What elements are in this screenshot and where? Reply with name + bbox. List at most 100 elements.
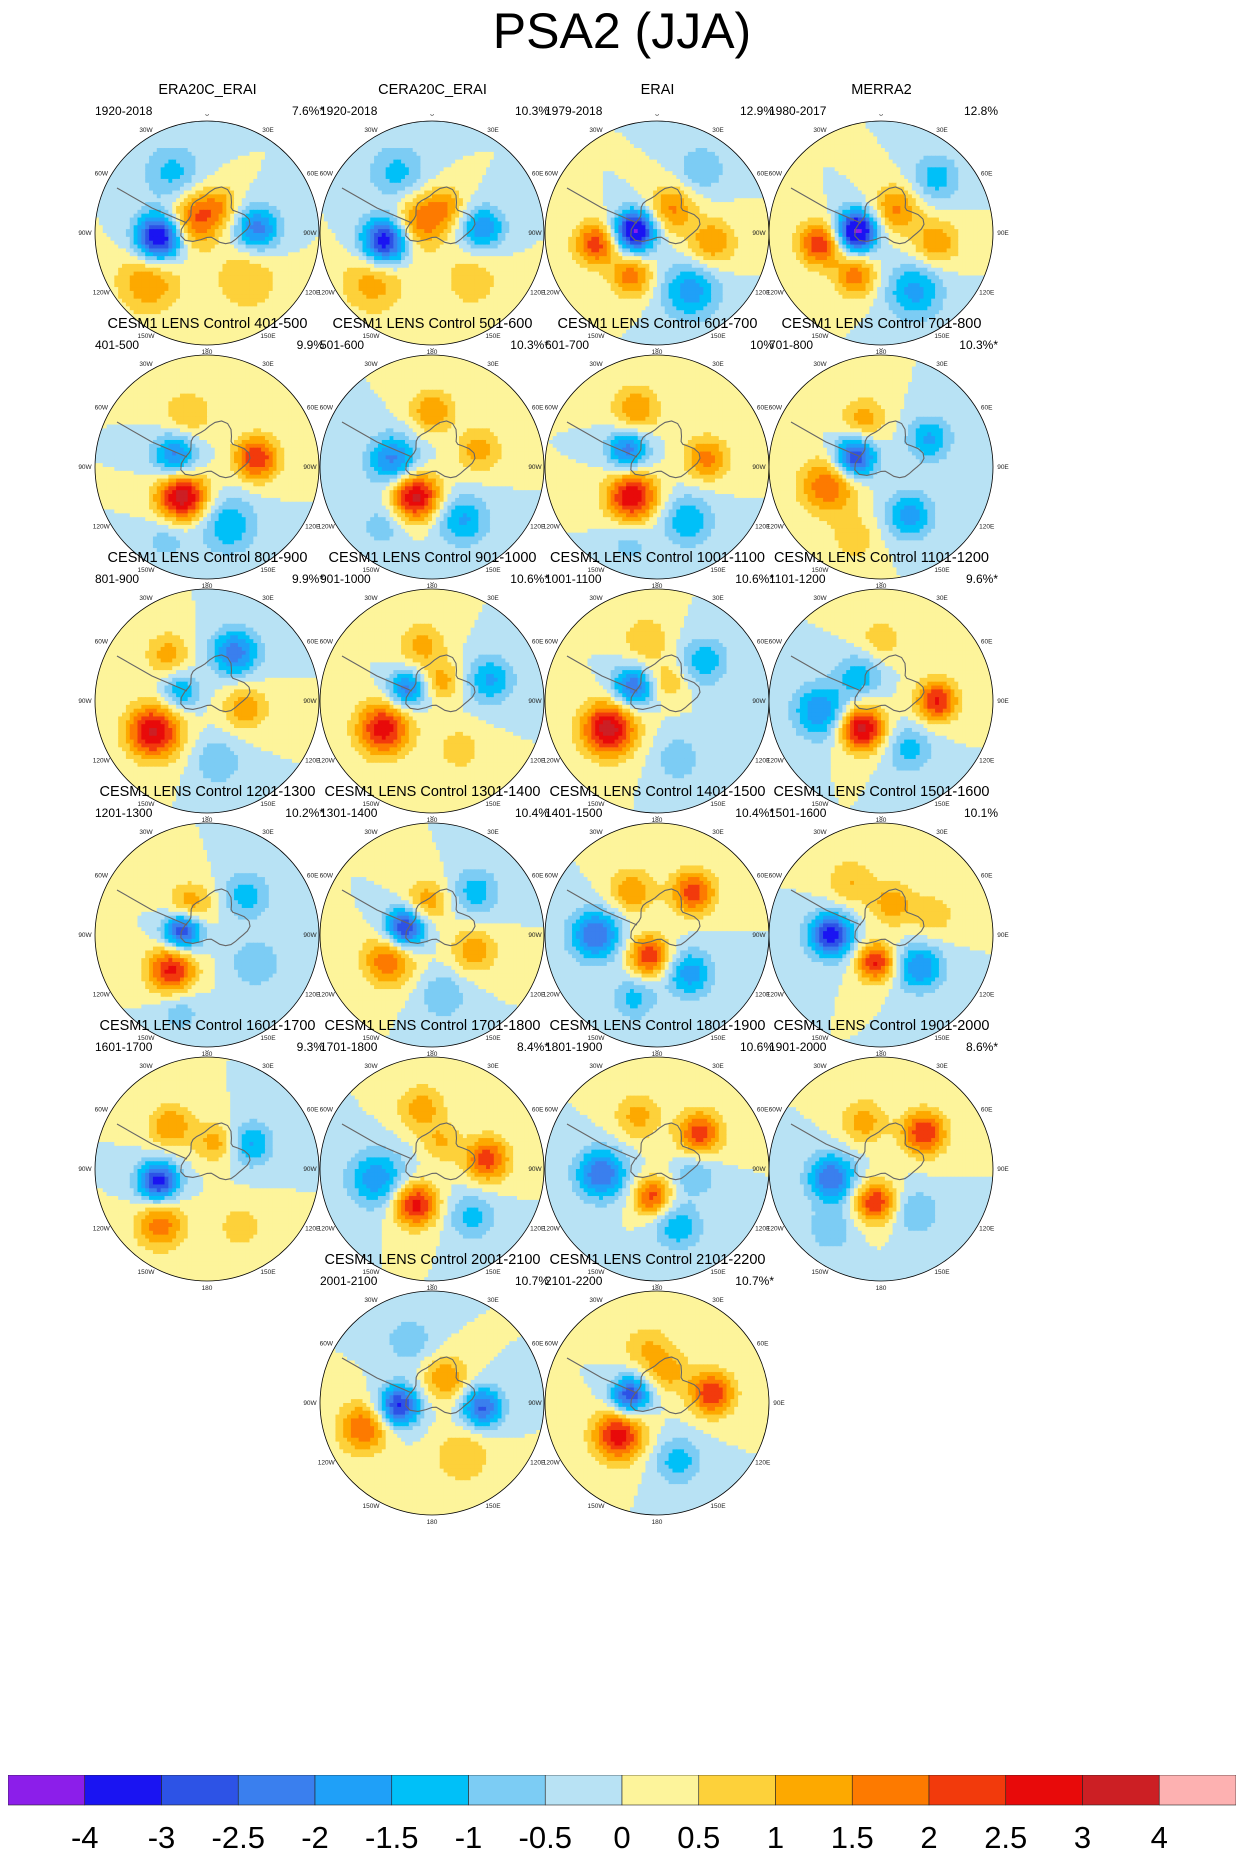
field-cell	[474, 268, 478, 272]
field-cell	[347, 175, 351, 179]
field-cell	[203, 156, 207, 160]
field-cell	[390, 248, 394, 252]
field-cell	[184, 252, 188, 256]
field-cell	[393, 179, 397, 183]
field-cell	[180, 303, 184, 307]
field-cell	[328, 248, 332, 252]
field-cell	[482, 160, 486, 164]
field-cell	[199, 229, 203, 233]
field-cell	[280, 260, 284, 264]
field-cell	[273, 198, 277, 202]
field-cell	[335, 248, 339, 252]
field-cell	[207, 133, 211, 137]
field-cell	[222, 218, 226, 222]
field-cell	[257, 245, 261, 249]
field-cell	[168, 245, 172, 249]
field-cell	[335, 194, 339, 198]
field-cell	[234, 221, 238, 225]
field-cell	[192, 148, 196, 152]
field-cell	[273, 248, 277, 252]
field-cell	[172, 175, 176, 179]
field-cell	[366, 218, 370, 222]
field-cell	[246, 206, 250, 210]
field-cell	[417, 252, 421, 256]
field-cell	[184, 125, 188, 129]
field-cell	[137, 275, 141, 279]
field-cell	[459, 148, 463, 152]
field-cell	[509, 171, 513, 175]
field-cell	[168, 272, 172, 276]
field-cell	[390, 194, 394, 198]
field-cell	[440, 129, 444, 133]
field-cell	[211, 198, 215, 202]
field-cell	[424, 171, 428, 175]
field-cell	[157, 245, 161, 249]
field-cell	[153, 233, 157, 237]
field-cell	[165, 256, 169, 260]
field-cell	[409, 140, 413, 144]
field-cell	[386, 183, 390, 187]
field-cell	[222, 229, 226, 233]
field-cell	[351, 268, 355, 272]
field-cell	[130, 275, 134, 279]
field-cell	[332, 229, 336, 233]
field-cell	[428, 179, 432, 183]
field-cell	[324, 237, 328, 241]
field-cell	[370, 144, 374, 148]
field-cell	[339, 287, 343, 291]
field-cell	[370, 241, 374, 245]
field-cell	[188, 299, 192, 303]
field-cell	[230, 260, 234, 264]
field-cell	[265, 295, 269, 299]
field-cell	[157, 221, 161, 225]
field-cell	[355, 167, 359, 171]
field-cell	[284, 283, 288, 287]
field-cell	[432, 214, 436, 218]
field-cell	[424, 187, 428, 191]
field-cell	[409, 194, 413, 198]
field-cell	[257, 287, 261, 291]
field-cell	[417, 125, 421, 129]
field-cell	[238, 202, 242, 206]
field-cell	[428, 160, 432, 164]
field-cell	[107, 187, 111, 191]
field-cell	[249, 214, 253, 218]
field-cell	[463, 144, 467, 148]
field-cell	[343, 245, 347, 249]
field-cell	[153, 306, 157, 310]
field-cell	[257, 260, 261, 264]
field-cell	[459, 268, 463, 272]
field-cell	[505, 260, 509, 264]
field-cell	[444, 191, 448, 195]
field-cell	[292, 237, 296, 241]
field-cell	[436, 241, 440, 245]
field-cell	[390, 221, 394, 225]
field-cell	[114, 210, 118, 214]
field-cell	[509, 237, 513, 241]
field-cell	[359, 260, 363, 264]
field-cell	[339, 248, 343, 252]
field-cell	[192, 245, 196, 249]
field-cell	[246, 152, 250, 156]
field-cell	[486, 202, 490, 206]
field-cell	[172, 279, 176, 283]
field-cell	[366, 279, 370, 283]
field-cell	[474, 183, 478, 187]
field-cell	[420, 248, 424, 252]
field-cell	[374, 183, 378, 187]
field-cell	[95, 229, 99, 233]
field-cell	[417, 218, 421, 222]
field-cell	[486, 225, 490, 229]
field-cell	[436, 225, 440, 229]
field-cell	[161, 194, 165, 198]
field-cell	[257, 140, 261, 144]
field-cell	[417, 167, 421, 171]
field-cell	[230, 295, 234, 299]
field-cell	[226, 279, 230, 283]
field-cell	[249, 233, 253, 237]
field-cell	[130, 256, 134, 260]
field-cell	[249, 260, 253, 264]
field-cell	[339, 191, 343, 195]
field-cell	[471, 144, 475, 148]
field-cell	[211, 245, 215, 249]
